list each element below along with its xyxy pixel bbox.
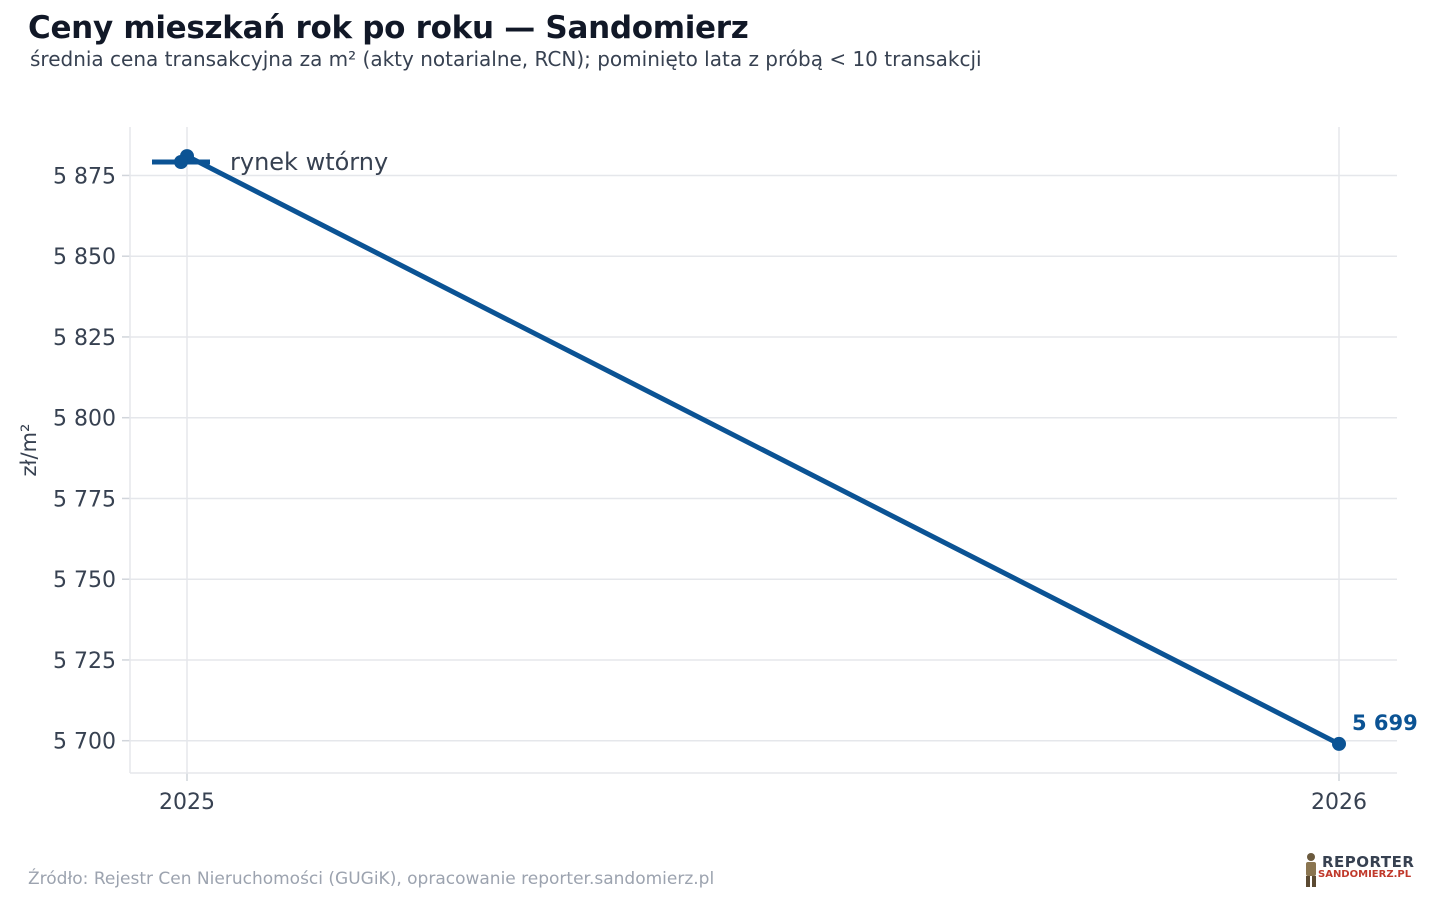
legend-label: rynek wtórny (230, 148, 388, 176)
legend-swatch-marker (174, 155, 188, 169)
y-tick-label: 5 750 (53, 568, 116, 593)
chart-title: Ceny mieszkań rok po roku — Sandomierz (28, 10, 749, 46)
y-tick-label: 5 800 (53, 407, 116, 432)
reporter-logo: REPORTER SANDOMIERZ.PL (1300, 850, 1415, 890)
y-tick-label: 5 875 (53, 164, 116, 189)
axes: 5 700 5 725 5 750 5 775 5 800 5 825 5 850 5 875… (17, 127, 1397, 815)
data-point (1332, 736, 1346, 751)
gridlines (130, 127, 1397, 773)
series-line (184, 153, 1342, 747)
y-tick-label: 5 700 (53, 730, 116, 755)
reporter-figure-icon (1306, 853, 1316, 887)
chart-subtitle: średnia cena transakcyjna za m² (akty no… (30, 47, 982, 71)
y-tick-label: 5 725 (53, 649, 116, 674)
logo-text-bottom: SANDOMIERZ.PL (1318, 869, 1412, 880)
y-tick-label: 5 775 (53, 487, 116, 512)
x-tick-label: 2026 (1311, 790, 1367, 815)
legend: rynek wtórny (152, 148, 388, 176)
y-axis-title: zł/m² (17, 424, 41, 477)
data-label: 5 699 (1352, 711, 1418, 735)
y-tick-label: 5 850 (53, 245, 116, 270)
x-tick-label: 2025 (159, 790, 215, 815)
source-note: Źródło: Rejestr Cen Nieruchomości (GUGiK… (28, 869, 715, 889)
logo-text-top: REPORTER (1322, 853, 1415, 871)
y-tick-label: 5 825 (53, 326, 116, 351)
